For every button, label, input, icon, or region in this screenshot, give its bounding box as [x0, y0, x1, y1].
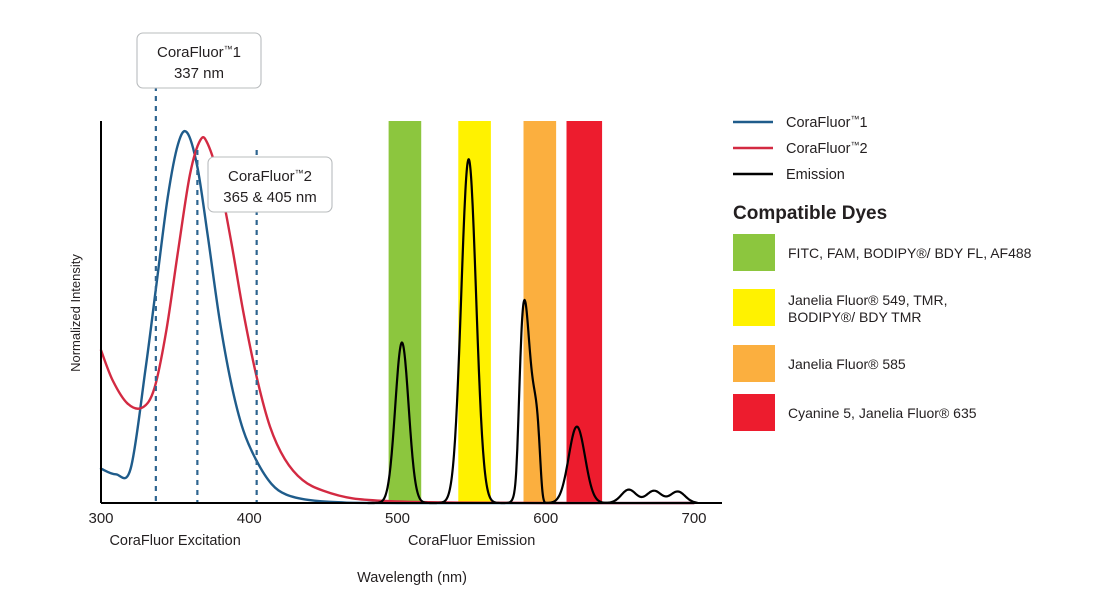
legend-item-2: CoraFluor™2: [733, 140, 868, 157]
region-label-excitation: CoraFluor Excitation: [109, 533, 240, 549]
dye-label: FITC, FAM, BODIPY®/ BDY FL, AF488: [788, 245, 1032, 261]
dye-item-2: Janelia Fluor® 549, TMR,BODIPY®/ BDY TMR: [733, 289, 947, 326]
legend-label: Emission: [786, 167, 845, 183]
chart-legend: CoraFluor™1 CoraFluor™2 Emission: [733, 114, 868, 183]
region-label-emission: CoraFluor Emission: [408, 533, 535, 549]
spectra-curves: [99, 129, 698, 505]
compatible-dyes-panel: Compatible Dyes FITC, FAM, BODIPY®/ BDY F…: [733, 203, 1032, 431]
dye-label: Cyanine 5, Janelia Fluor® 635: [788, 405, 977, 421]
dye-swatch: [733, 345, 775, 382]
x-tick-label-700: 700: [681, 510, 706, 527]
callout-1: CoraFluor™1 337 nm: [136, 32, 262, 89]
dye-item-1: FITC, FAM, BODIPY®/ BDY FL, AF488: [733, 234, 1032, 271]
dye-label: Janelia Fluor® 585: [788, 356, 906, 372]
curve-corafluor-1: [99, 129, 696, 505]
callout-2: CoraFluor™2 365 & 405 nm: [207, 156, 333, 213]
chart-axes: 300 400 500 600 700 CoraFluor Excitation CoraF…: [68, 121, 722, 586]
dye-item-4: Cyanine 5, Janelia Fluor® 635: [733, 394, 977, 431]
legend-label: CoraFluor™2: [786, 140, 868, 157]
dye-swatch: [733, 394, 775, 431]
x-tick-label-500: 500: [385, 510, 410, 527]
yellow-band: [458, 121, 491, 503]
x-axis-title: Wavelength (nm): [357, 570, 467, 586]
curve-emission: [366, 158, 698, 505]
callout-value: 365 & 405 nm: [223, 189, 316, 206]
legend-label: CoraFluor™1: [786, 114, 868, 131]
excitation-callouts: CoraFluor™1 337 nm CoraFluor™2 365 & 405 nm: [136, 32, 333, 213]
curve-corafluor-2: [99, 136, 696, 505]
callout-value: 337 nm: [174, 65, 224, 82]
dye-item-3: Janelia Fluor® 585: [733, 345, 906, 382]
dye-swatch: [733, 289, 775, 326]
dye-swatch: [733, 234, 775, 271]
y-axis-title: Normalized Intensity: [68, 254, 83, 372]
x-tick-label-400: 400: [237, 510, 262, 527]
dye-label: Janelia Fluor® 549, TMR,: [788, 292, 947, 308]
callout-title: CoraFluor™2: [228, 168, 312, 185]
dye-label: BODIPY®/ BDY TMR: [788, 309, 922, 325]
excitation-dashed-lines: [154, 86, 258, 503]
x-tick-label-300: 300: [88, 510, 113, 527]
red-band: [566, 121, 603, 503]
callout-title: CoraFluor™1: [157, 44, 241, 61]
green-band: [388, 121, 422, 503]
dyes-heading: Compatible Dyes: [733, 203, 887, 224]
legend-item-3: Emission: [733, 167, 845, 183]
x-tick-label-600: 600: [533, 510, 558, 527]
legend-item-1: CoraFluor™1: [733, 114, 868, 131]
